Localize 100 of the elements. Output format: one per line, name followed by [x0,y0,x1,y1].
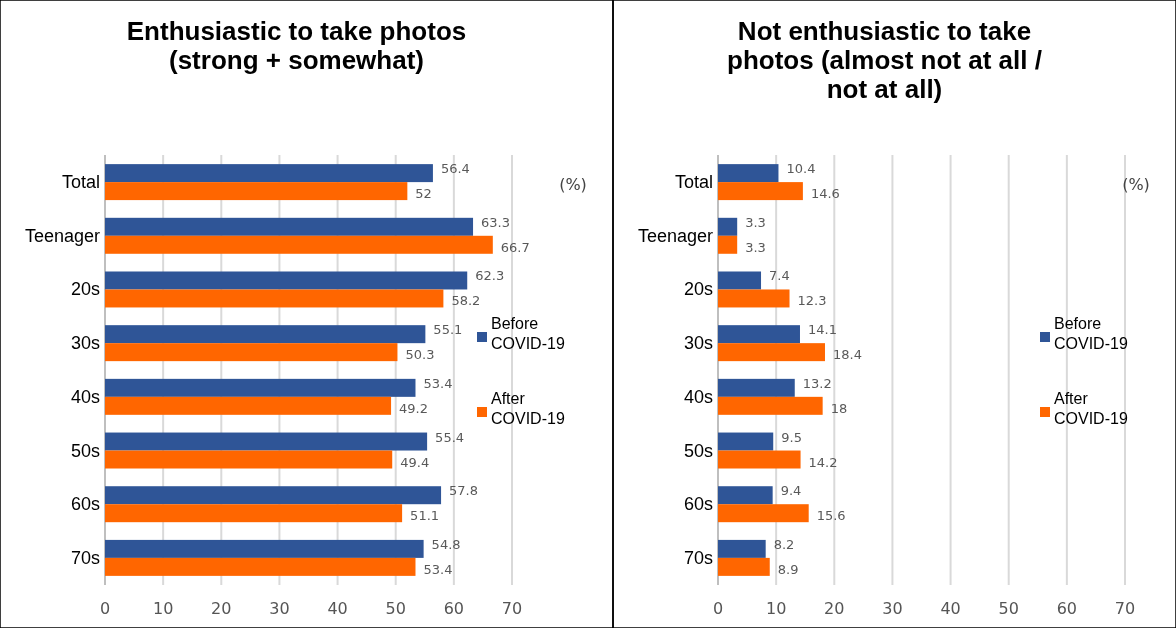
bar [718,539,766,558]
data-label: 49.2 [399,400,429,416]
bar [105,432,428,451]
bar [105,396,392,415]
data-label: 52 [415,186,432,202]
data-label: 53.4 [423,375,453,391]
bar [105,450,393,469]
data-label: 14.6 [810,186,840,202]
bar [718,235,738,254]
bar [718,217,738,236]
data-label: 15.6 [816,508,846,524]
y-tick-label: 20s [683,279,713,300]
y-tick-label: Teenager [637,225,713,246]
data-label: 55.1 [433,322,463,338]
x-tick-label: 0 [99,599,111,618]
y-tick-label: Teenager [24,225,100,246]
bar [718,271,762,290]
x-tick-label: 50 [385,599,406,618]
data-label: 50.3 [405,347,435,363]
data-label: 9.5 [781,429,802,445]
bar [105,217,474,236]
y-tick-label: 50s [70,440,100,461]
data-label: 8.2 [773,536,795,552]
x-tick-label: 30 [882,599,903,618]
bar [718,182,803,201]
x-tick-label: 40 [940,599,961,618]
bar [105,289,444,308]
bar [105,343,398,362]
data-label: 10.4 [786,161,816,177]
x-tick-label: 30 [269,599,290,618]
bar [718,378,795,397]
x-tick-label: 70 [1114,599,1136,618]
data-label: 49.4 [400,454,430,470]
bar [718,396,823,415]
data-label: 18 [830,400,848,416]
y-tick-label: 40s [70,386,100,407]
y-tick-label: 30s [683,333,713,354]
bar [105,164,433,183]
y-tick-label: 70s [683,547,713,568]
bar [718,343,825,362]
chart-title: Not enthusiastic to take photos (almost not at all / not at all) [727,16,1042,104]
data-label: 14.1 [807,322,837,338]
data-label: 51.1 [410,508,440,524]
data-label: 3.3 [745,239,766,255]
y-tick-label: 60s [70,494,100,515]
bar [718,289,790,308]
bar [105,271,468,290]
y-tick-label: 30s [70,333,100,354]
legend-label: Before COVID-19 [1054,315,1128,352]
bar [105,557,416,576]
data-label: 63.3 [481,214,510,230]
data-label: 18.4 [832,347,862,363]
y-tick-label: 40s [683,386,713,407]
bar [105,486,442,505]
x-tick-label: 70 [501,599,523,618]
data-label: 9.4 [780,483,802,499]
bar [718,504,809,523]
bar [718,486,773,505]
data-label: 58.2 [451,293,481,309]
bar [105,504,403,523]
data-label: 7.4 [769,268,790,284]
data-label: 14.2 [808,454,838,470]
x-tick-label: 60 [1056,599,1078,618]
annotation: (%) [1122,175,1150,194]
legend-label: Before COVID-19 [491,315,565,352]
bar [718,450,801,469]
chart-title: Enthusiastic to take photos (strong + somewhat) [126,16,467,75]
x-tick-label: 20 [824,599,845,618]
legend-label: After COVID-19 [491,390,565,427]
legend-label: After COVID-19 [1054,390,1128,427]
bar [718,557,770,576]
data-label: 56.4 [440,161,470,177]
data-label: 12.3 [797,293,827,309]
data-label: 55.4 [435,429,465,445]
data-label: 53.4 [423,561,453,577]
bar [105,235,493,254]
y-tick-label: Total [61,172,100,193]
data-label: 8.9 [777,561,799,577]
data-label: 62.3 [475,268,505,284]
bar [105,539,424,558]
bar [105,378,416,397]
bar [105,325,426,344]
data-label: 54.8 [431,536,461,552]
bar [718,164,779,183]
x-tick-label: 10 [765,599,787,618]
data-label: 13.2 [802,375,832,391]
x-tick-label: 20 [211,599,232,618]
x-tick-label: 10 [152,599,174,618]
x-tick-label: 40 [327,599,348,618]
y-tick-label: 60s [683,494,713,515]
y-tick-label: 70s [70,547,100,568]
bar [718,325,800,344]
bar [718,432,774,451]
y-tick-label: 50s [683,440,713,461]
x-tick-label: 0 [712,599,724,618]
y-tick-label: 20s [70,279,100,300]
data-label: 3.3 [745,214,766,230]
data-label: 66.7 [500,239,530,255]
text: (%) [559,175,587,194]
bar [105,182,408,201]
